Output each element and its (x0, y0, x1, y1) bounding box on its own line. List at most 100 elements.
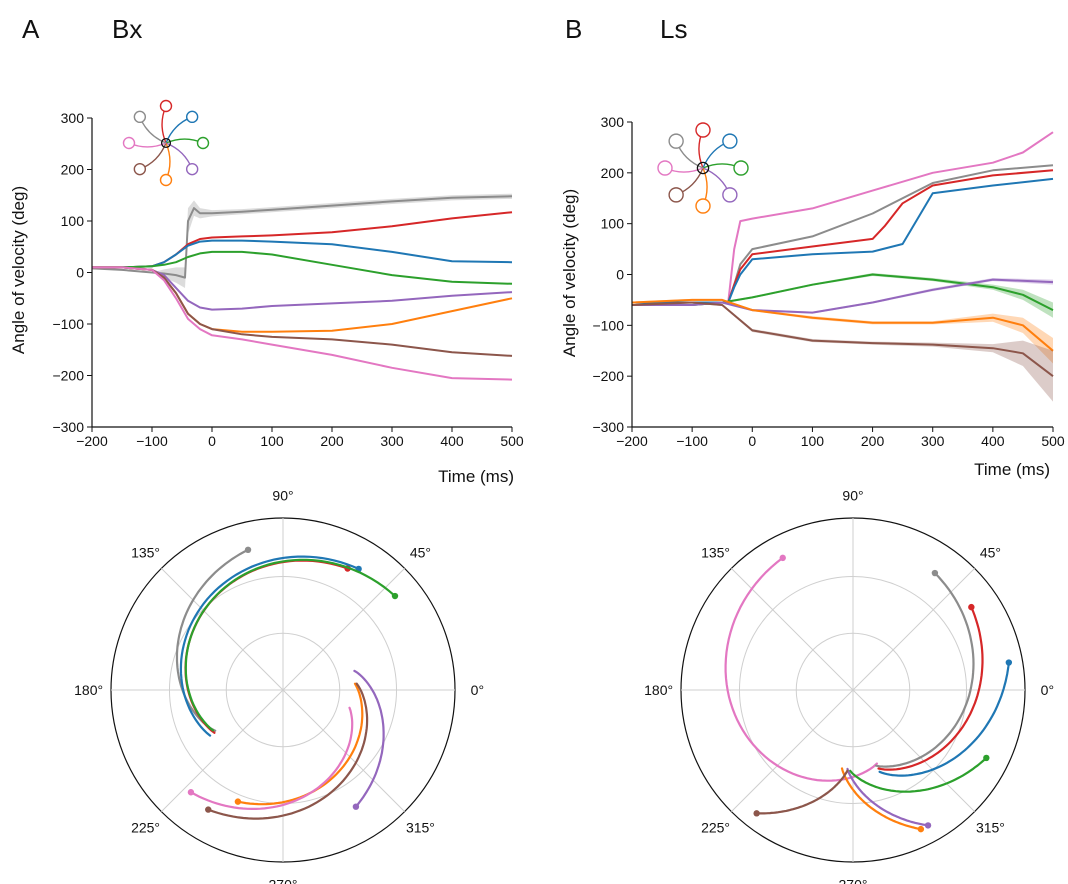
polar-angle-label: 90° (842, 488, 863, 504)
target-circle (122, 136, 136, 150)
polar-trajectory-orange (840, 767, 922, 831)
panel-b-polar-chart: 0° 45° 90° 135° 180° 225° 270° 315° (644, 488, 1054, 884)
y-tick-label: −200 (592, 368, 624, 384)
polar-trajectory-pink (724, 556, 878, 782)
x-tick-label: 400 (440, 433, 464, 449)
start-circle (696, 161, 710, 175)
target-circle (185, 162, 199, 176)
y-tick-label: −100 (52, 316, 84, 332)
target-circle (695, 122, 711, 138)
polar-endpoint-purple (924, 822, 932, 829)
polar-endpoint-brown (753, 810, 760, 817)
panel-b-line-chart: Angle of velocity (deg) Time (ms) −200 −1… (560, 114, 1065, 479)
y-tick-label: 200 (601, 165, 625, 181)
polar-angle-label: 180° (74, 682, 103, 698)
polar-trajectory-purple (353, 669, 385, 808)
panel-a-polar-chart: 0° 45° 90° 135° 180° 225° 270° 315° (74, 488, 484, 884)
target-circle (722, 187, 738, 203)
x-tick-label: 300 (921, 433, 945, 449)
polar-endpoint-brown (205, 806, 212, 813)
x-tick-label: −200 (76, 433, 108, 449)
polar-angle-label: 135° (701, 545, 730, 561)
polar-endpoint-orange (917, 825, 925, 833)
target-circle (733, 160, 749, 176)
polar-endpoint-gray (931, 569, 939, 577)
panel-b-series-pink (632, 131, 1054, 304)
y-tick-label: 300 (61, 110, 85, 126)
polar-trajectory-pink (189, 706, 354, 810)
x-tick-label: 100 (260, 433, 284, 449)
polar-angle-label: 225° (701, 819, 730, 835)
polar-endpoint-gray (244, 546, 252, 554)
x-tick-label: 0 (748, 433, 756, 449)
polar-endpoint-pink (779, 554, 786, 562)
panel-a-target-layout-icon (122, 99, 210, 187)
panel-a-series-green (92, 250, 513, 285)
panel-b-series-blue (632, 177, 1054, 304)
polar-trajectory-blue (878, 661, 1010, 777)
polar-trajectory-brown (207, 682, 369, 820)
polar-grid-spoke (282, 689, 405, 812)
target-circle (695, 198, 711, 214)
target-circle (185, 110, 199, 124)
polar-angle-label: 0° (1041, 682, 1054, 698)
y-tick-label: 200 (61, 162, 85, 178)
polar-grid-spoke (731, 689, 854, 812)
target-circle (196, 136, 210, 150)
polar-trajectory-blue (179, 555, 360, 737)
x-tick-label: 200 (320, 433, 344, 449)
y-tick-label: −200 (52, 368, 84, 384)
polar-angle-label: 315° (976, 819, 1005, 835)
x-tick-label: −100 (136, 433, 168, 449)
y-tick-label: 100 (61, 213, 85, 229)
polar-endpoint-purple (352, 803, 360, 810)
y-tick-label: 0 (76, 265, 84, 281)
panel-a-xlabel: Time (ms) (438, 467, 514, 486)
y-tick-label: −100 (592, 317, 624, 333)
x-tick-label: 500 (1041, 433, 1065, 449)
target-circle (133, 110, 147, 124)
x-tick-label: −100 (676, 433, 708, 449)
x-tick-label: 300 (380, 433, 404, 449)
panel-a-line-chart: Angle of velocity (deg) Time (ms) −200 −1… (9, 110, 524, 486)
polar-angle-label: 45° (980, 545, 1001, 561)
polar-angle-label: 180° (644, 682, 673, 698)
polar-trajectory-red (877, 606, 984, 771)
panel-b-series-orange (631, 298, 1054, 352)
polar-trajectory-gray (175, 548, 250, 732)
y-tick-label: −300 (52, 419, 84, 435)
start-circle (160, 137, 172, 149)
x-tick-label: 400 (981, 433, 1005, 449)
target-circle (668, 187, 684, 203)
panel-b-band-orange (632, 298, 1053, 364)
polar-angle-label: 270° (839, 876, 868, 884)
panel-b-xlabel: Time (ms) (974, 460, 1050, 479)
polar-grid-spoke (161, 689, 284, 812)
polar-endpoint-green (983, 754, 990, 762)
polar-angle-label: 315° (406, 819, 435, 835)
polar-grid-spoke (282, 568, 405, 691)
target-circle (722, 133, 738, 149)
polar-grid-spoke (852, 689, 975, 812)
polar-trajectory-purple (846, 767, 930, 827)
polar-endpoint-orange (234, 798, 242, 805)
polar-trajectory-green (849, 756, 988, 793)
x-tick-label: 0 (208, 433, 216, 449)
polar-grid-spoke (161, 568, 284, 691)
panel-a-ylabel: Angle of velocity (deg) (9, 186, 28, 354)
x-tick-label: −200 (616, 433, 648, 449)
panel-b-subject: Ls (660, 14, 687, 44)
polar-angle-label: 270° (269, 876, 298, 884)
polar-endpoint-pink (187, 789, 195, 796)
target-circle (668, 133, 684, 149)
panel-a-letter: A (22, 14, 40, 44)
panel-b-series-red (632, 169, 1054, 304)
x-tick-label: 100 (801, 433, 825, 449)
target-circle (657, 160, 673, 176)
polar-angle-label: 135° (131, 545, 160, 561)
polar-endpoint-red (968, 603, 975, 611)
polar-angle-label: 45° (410, 545, 431, 561)
y-tick-label: 300 (601, 114, 625, 130)
polar-endpoint-green (391, 592, 399, 600)
x-tick-label: 500 (500, 433, 524, 449)
